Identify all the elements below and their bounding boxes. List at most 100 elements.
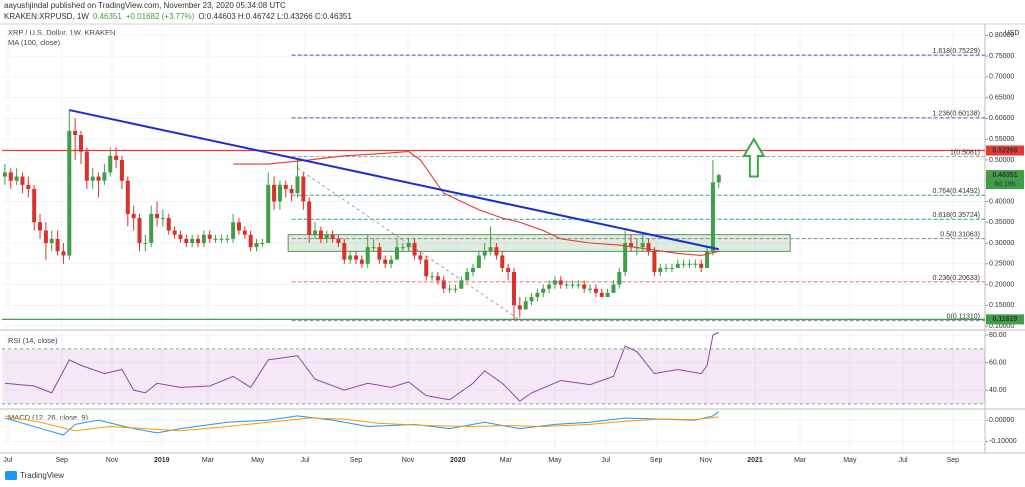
- candle-body: [295, 176, 300, 194]
- candle-body: [406, 243, 411, 248]
- candle-body: [353, 255, 358, 260]
- candle-body: [681, 263, 686, 265]
- candle-body: [693, 263, 698, 265]
- fib-label: 0.5(0.31063): [940, 231, 980, 238]
- y-tick-label: 0.30000: [989, 240, 1014, 247]
- fib-label: 0.764(0.41492): [933, 188, 980, 195]
- candle-body: [629, 243, 634, 248]
- candle-body: [500, 255, 505, 268]
- x-tick-label: May: [548, 457, 562, 464]
- x-tick-label: May: [251, 457, 265, 464]
- candle-body: [482, 251, 487, 256]
- candle-body: [289, 189, 294, 194]
- candle-body: [652, 251, 657, 273]
- y-tick-label: 60.00: [989, 359, 1007, 366]
- candle-body: [172, 230, 177, 235]
- bar-countdown: 6d 19h: [994, 181, 1016, 188]
- candle-body: [564, 284, 569, 286]
- fib-label: 1.618(0.75229): [933, 48, 980, 55]
- candle-body: [588, 288, 593, 290]
- candle-body: [558, 280, 563, 285]
- x-tick-label: Nov: [402, 457, 415, 464]
- candle-body: [155, 213, 160, 219]
- candle-body: [184, 238, 189, 244]
- candle-body: [664, 267, 669, 269]
- x-tick-label: Jul: [601, 457, 610, 464]
- y-tick-label: 0.75000: [989, 53, 1014, 60]
- candle-body: [14, 176, 19, 181]
- candle-body: [582, 284, 587, 289]
- candle-body: [207, 234, 212, 239]
- rsi-band: [2, 348, 985, 404]
- candle-body: [38, 222, 43, 231]
- candle-body: [658, 267, 663, 273]
- change: +0.01682 (+3.77%): [126, 12, 195, 21]
- candle-body: [365, 247, 370, 264]
- candle-body: [400, 247, 405, 249]
- rsi-title: RSI (14, close): [8, 336, 58, 345]
- fib-label: 0.236(0.20633): [933, 275, 980, 282]
- candle-body: [383, 259, 388, 264]
- candle-body: [254, 243, 259, 248]
- candle-body: [61, 251, 66, 256]
- y-tick-label: 0.65000: [989, 94, 1014, 101]
- y-tick-label: 0.70000: [989, 74, 1014, 81]
- footer-logo: TradingView: [5, 471, 64, 480]
- candle-body: [611, 284, 616, 293]
- candle-body: [219, 238, 224, 240]
- candle-body: [623, 243, 628, 273]
- candle-body: [488, 247, 493, 252]
- x-tick-label: Sep: [350, 457, 363, 464]
- candle-body: [476, 255, 481, 268]
- grid-layer: [2, 27, 985, 452]
- symbol: KRAKEN:XRPUSD, 1W: [4, 12, 89, 21]
- candle-body: [716, 175, 721, 183]
- x-tick-label: Sep: [650, 457, 663, 464]
- x-tick-label: Jul: [899, 457, 908, 464]
- candle-body: [49, 238, 54, 244]
- candle-body: [705, 251, 710, 268]
- indicator-line: [4, 331, 719, 402]
- candle-body: [430, 276, 435, 278]
- candle-body: [78, 135, 83, 152]
- candle-body: [242, 230, 247, 235]
- candle-body: [511, 272, 516, 306]
- candle-body: [84, 151, 89, 181]
- candle-body: [418, 255, 423, 260]
- candle-body: [359, 259, 364, 264]
- candle-body: [547, 284, 552, 289]
- candle-body: [441, 280, 446, 289]
- price-label-box: [986, 314, 1024, 325]
- x-tick-label: May: [843, 457, 857, 464]
- candle-body: [523, 301, 528, 310]
- x-tick-label: Sep: [55, 457, 68, 464]
- last-price: 0.46351: [992, 172, 1017, 179]
- candle-body: [336, 238, 341, 244]
- candle-body: [675, 263, 680, 268]
- y-tick-label: 0.80000: [989, 32, 1014, 39]
- candle-body: [517, 305, 522, 310]
- candle-body: [96, 176, 101, 181]
- fib-label: 1.236(0.60138): [933, 111, 980, 118]
- candle-body: [687, 263, 692, 265]
- x-tick-label: Mar: [794, 457, 807, 464]
- x-tick-label: Nov: [106, 457, 119, 464]
- candle-body: [552, 280, 557, 285]
- candle-body: [640, 243, 645, 248]
- candle-body: [201, 234, 206, 244]
- candle-body: [605, 292, 610, 298]
- candle-body: [710, 182, 715, 252]
- candle-body: [459, 280, 464, 289]
- candle-body: [248, 234, 253, 248]
- candle-body: [453, 288, 458, 290]
- candle-body: [108, 155, 113, 173]
- x-tick-label: Jul: [301, 457, 310, 464]
- y-tick-label: 0.20000: [989, 281, 1014, 288]
- candle-body: [20, 176, 25, 185]
- candle-body: [143, 243, 148, 245]
- candle-body: [371, 247, 376, 249]
- logo-icon: [5, 471, 17, 480]
- candle-body: [32, 189, 37, 223]
- candle-body: [266, 184, 271, 244]
